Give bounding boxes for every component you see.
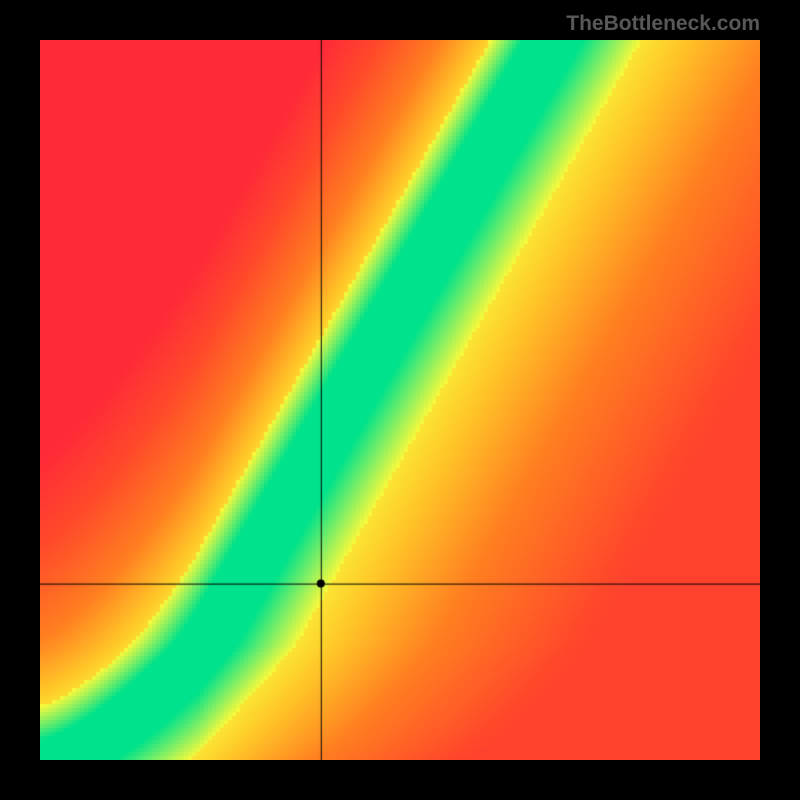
bottleneck-heatmap — [40, 40, 760, 760]
chart-container: TheBottleneck.com — [0, 0, 800, 800]
watermark-text: TheBottleneck.com — [566, 12, 760, 36]
